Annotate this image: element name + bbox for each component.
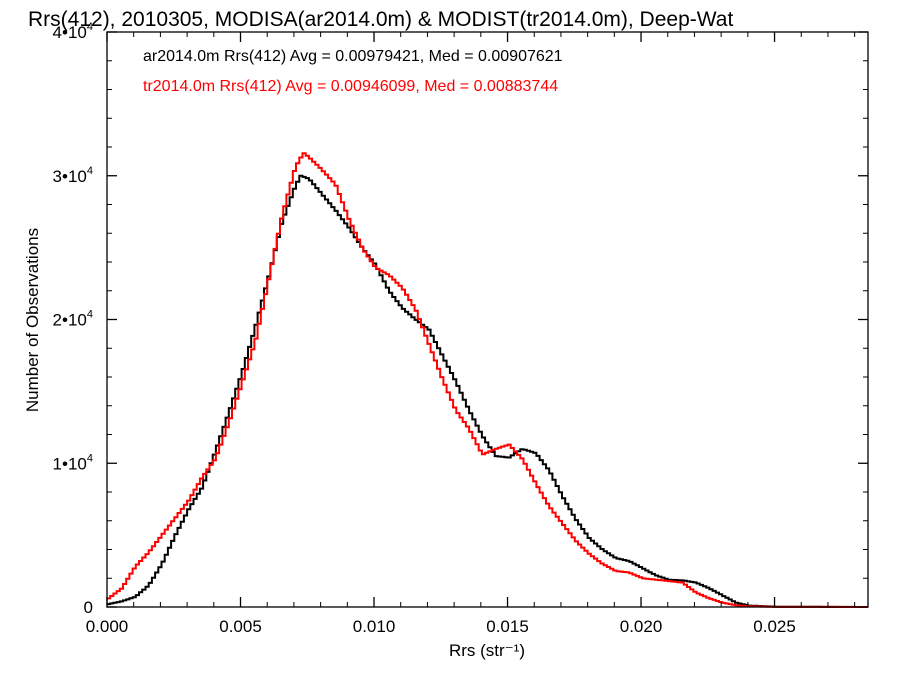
legend-entry-tr2014: tr2014.0m Rrs(412) Avg = 0.00946099, Med… — [143, 78, 558, 95]
y-tick-label: 3•104 — [53, 165, 93, 186]
chart-title: Rrs(412), 2010305, MODISA(ar2014.0m) & M… — [28, 8, 733, 31]
legend-entry-ar2014: ar2014.0m Rrs(412) Avg = 0.00979421, Med… — [143, 48, 563, 65]
y-tick-label: 1•104 — [53, 452, 93, 473]
x-axis-ticks: 0.000 0.005 0.010 0.015 0.020 0.025 — [86, 32, 856, 636]
x-tick-label: 0.005 — [219, 617, 262, 636]
x-tick-label: 0.010 — [353, 617, 396, 636]
y-tick-label: 4•104 — [53, 21, 93, 42]
x-tick-label: 0.025 — [753, 617, 796, 636]
x-tick-label: 0.000 — [86, 617, 129, 636]
y-tick-label: 0 — [84, 598, 93, 617]
x-tick-label: 0.015 — [486, 617, 529, 636]
x-axis-label: Rrs (str⁻¹) — [449, 641, 525, 660]
x-tick-label: 0.020 — [620, 617, 663, 636]
y-axis-label: Number of Observations — [23, 228, 42, 412]
y-axis-ticks: 0 1•104 2•104 3•104 4•104 — [53, 21, 868, 617]
series-line-0 — [107, 174, 868, 608]
series-layer — [107, 152, 868, 608]
series-line-1 — [107, 152, 868, 608]
y-tick-label: 2•104 — [53, 309, 93, 330]
plot-frame — [106, 31, 869, 608]
